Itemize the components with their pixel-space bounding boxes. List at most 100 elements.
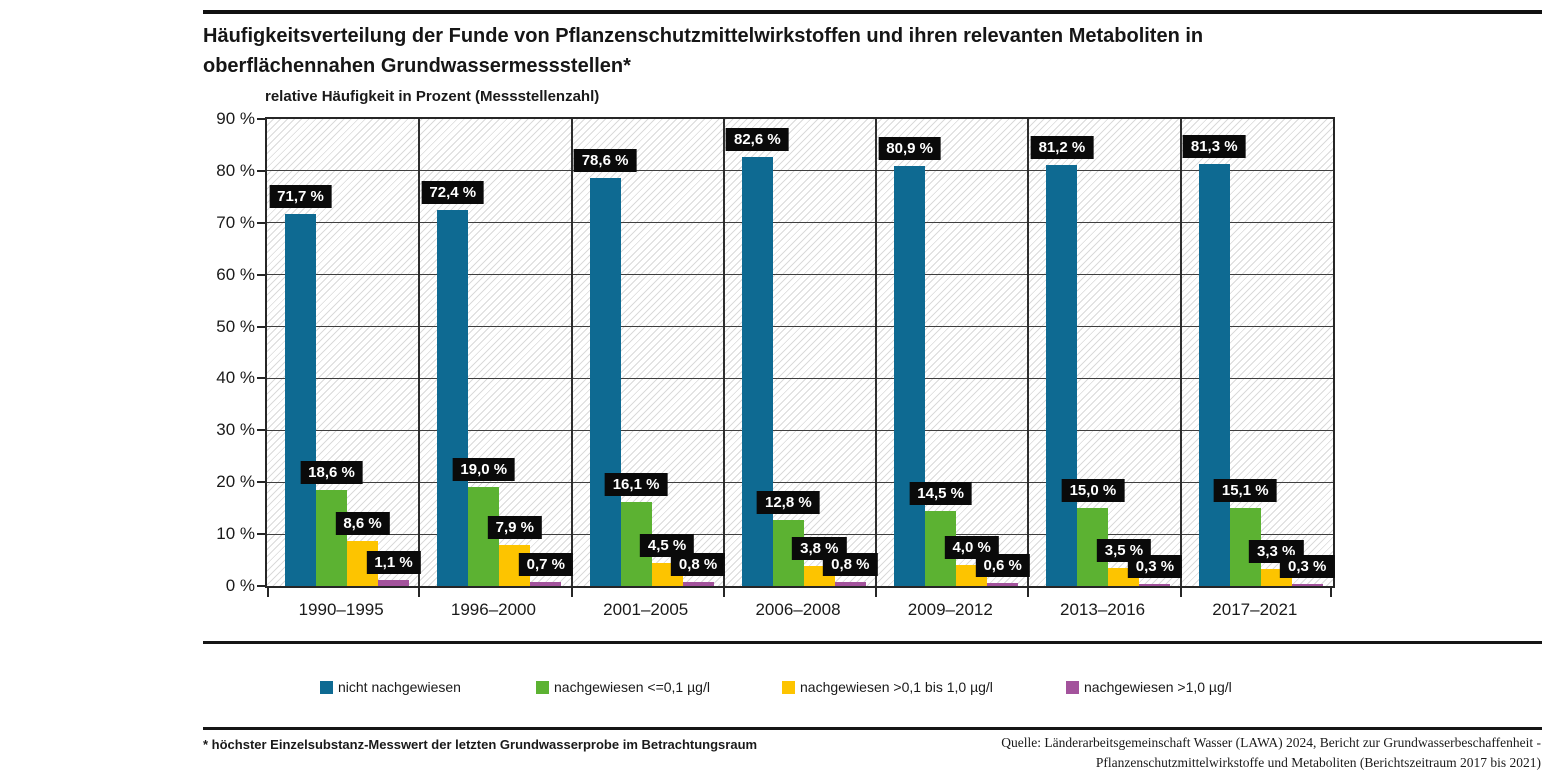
- bar: [1139, 584, 1171, 586]
- bar: [894, 166, 926, 586]
- y-tick: [257, 169, 267, 172]
- chart: 0 % 10 % 20 % 30 % 40 % 50 % 60 % 70 % 80 % 90 % …: [203, 109, 1542, 597]
- y-axis-label: 80 %: [216, 160, 255, 180]
- gridline: [267, 326, 1333, 328]
- y-tick: [257, 221, 267, 224]
- bar: [378, 580, 409, 586]
- legend-item: nicht nachgewiesen: [320, 679, 461, 695]
- bar: [1291, 584, 1323, 586]
- y-tick: [257, 533, 267, 536]
- x-axis-label: 1996–2000: [450, 600, 536, 619]
- source-line-2: Pflanzenschutzmittelwirkstoffe und Metab…: [1095, 755, 1541, 770]
- y-tick: [257, 325, 267, 328]
- y-tick: [257, 377, 267, 380]
- y-axis-label: 60 %: [216, 264, 255, 284]
- y-tick: [257, 118, 267, 120]
- group-separator: [1179, 119, 1182, 586]
- bar: [741, 157, 773, 586]
- y-tick: [257, 273, 267, 276]
- legend-divider-top: [203, 641, 1542, 644]
- y-axis-label: 0 %: [225, 576, 255, 595]
- x-tick: [875, 586, 878, 597]
- group-separator: [1027, 119, 1030, 586]
- bar-value-label: 0,3 %: [1127, 555, 1183, 579]
- bar: [987, 582, 1019, 586]
- x-tick: [1179, 586, 1182, 597]
- bar-value-label: 7,9 %: [487, 516, 542, 540]
- y-axis: 0 % 10 % 20 % 30 % 40 % 50 % 60 % 70 % 80 % 90 %: [203, 109, 255, 595]
- bar-value-label: 19,0 %: [452, 458, 516, 482]
- group-separator: [722, 119, 725, 586]
- top-divider: [203, 10, 1542, 14]
- legend-label: nachgewiesen <=0,1 µg/l: [554, 679, 710, 695]
- bar-value-label: 0,8 %: [670, 552, 726, 576]
- y-axis-label: 50 %: [216, 316, 255, 336]
- bar-value-label: 78,6 %: [573, 149, 637, 173]
- bar-value-label: 80,9 %: [878, 137, 941, 161]
- x-tick: [1027, 586, 1030, 597]
- x-axis-label: 2017–2021: [1212, 600, 1298, 619]
- y-axis-title: relative Häufigkeit in Prozent (Messstel…: [265, 88, 600, 105]
- x-axis: 1990–1995 1996–2000 2001–2005 2006–2008 2009…: [265, 600, 1335, 626]
- y-axis-label: 90 %: [216, 109, 255, 128]
- bar: [285, 213, 316, 586]
- bar-value-label: 14,5 %: [909, 481, 972, 505]
- bar: [834, 581, 866, 586]
- gridline: [267, 274, 1333, 276]
- legend-item: nachgewiesen >0,1 bis 1,0 µg/l: [782, 679, 993, 695]
- bar-value-label: 4,0 %: [944, 536, 999, 560]
- legend-label: nicht nachgewiesen: [338, 679, 461, 695]
- group-separator: [875, 119, 878, 586]
- x-tick: [267, 586, 269, 597]
- bar: [437, 210, 469, 586]
- page-title: Häufigkeitsverteilung der Funde von Pfla…: [203, 25, 1204, 77]
- legend-swatch: [320, 680, 333, 694]
- bar: [589, 178, 621, 586]
- bar-value-label: 16,1 %: [604, 473, 668, 497]
- report-content: Häufigkeitsverteilung der Funde von Pfla…: [203, 0, 1542, 775]
- bar-value-label: 71,7 %: [269, 184, 332, 208]
- bar: [1198, 164, 1230, 586]
- y-axis-label: 40 %: [216, 368, 255, 388]
- source-citation: Quelle: Länderarbeitsgemeinschaft Wasser…: [1001, 733, 1541, 773]
- x-tick: [418, 586, 421, 597]
- x-tick: [722, 586, 725, 597]
- bar-value-label: 8,6 %: [335, 512, 390, 536]
- plot-area: 71,7 % 72,4 % 78,6 % 82,6 % 80,9 % 81,2 % 81,3…: [257, 117, 1335, 597]
- footnote: * höchster Einzelsubstanz-Messwert der l…: [203, 737, 758, 752]
- gridline: [267, 170, 1333, 172]
- bar-value-label: 1,1 %: [366, 551, 421, 575]
- bar-value-label: 15,0 %: [1061, 479, 1125, 503]
- x-axis-label: 2013–2016: [1060, 600, 1146, 619]
- x-axis-label: 2001–2005: [603, 600, 689, 619]
- y-tick: [257, 481, 267, 484]
- gridline: [267, 377, 1333, 379]
- x-tick: [1330, 586, 1332, 597]
- gridline: [267, 222, 1333, 224]
- bar-value-label: 81,2 %: [1030, 135, 1094, 159]
- bar-value-label: 72,4 %: [421, 181, 485, 205]
- legend-item: nachgewiesen >1,0 µg/l: [1066, 679, 1232, 695]
- legend-label: nachgewiesen >1,0 µg/l: [1084, 679, 1232, 695]
- bar-value-label: 81,3 %: [1182, 135, 1246, 159]
- bar: [682, 581, 714, 586]
- bar-value-label: 0,8 %: [823, 552, 878, 576]
- legend-swatch: [782, 680, 795, 694]
- legend-label: nachgewiesen >0,1 bis 1,0 µg/l: [800, 679, 993, 695]
- bar-value-label: 15,1 %: [1213, 478, 1277, 502]
- bar: [1046, 164, 1078, 586]
- legend-item: nachgewiesen <=0,1 µg/l: [536, 679, 710, 695]
- footer-divider: [203, 727, 1542, 730]
- bar-value-label: 82,6 %: [725, 128, 789, 152]
- bar-value-label: 18,6 %: [300, 460, 363, 484]
- gridline: [267, 481, 1333, 483]
- bar-value-label: 0,3 %: [1280, 555, 1335, 579]
- y-tick: [257, 429, 267, 432]
- x-axis-label: 1990–1995: [298, 600, 384, 619]
- group-separator: [418, 119, 421, 586]
- y-axis-label: 70 %: [216, 212, 255, 232]
- x-axis-label: 2006–2008: [755, 600, 841, 619]
- x-axis-label: 2009–2012: [907, 600, 993, 619]
- y-axis-label: 20 %: [216, 472, 255, 492]
- bar: [530, 582, 562, 586]
